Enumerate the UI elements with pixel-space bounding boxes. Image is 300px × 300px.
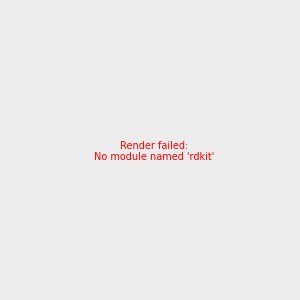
- Text: Render failed:
No module named 'rdkit': Render failed: No module named 'rdkit': [94, 141, 214, 162]
